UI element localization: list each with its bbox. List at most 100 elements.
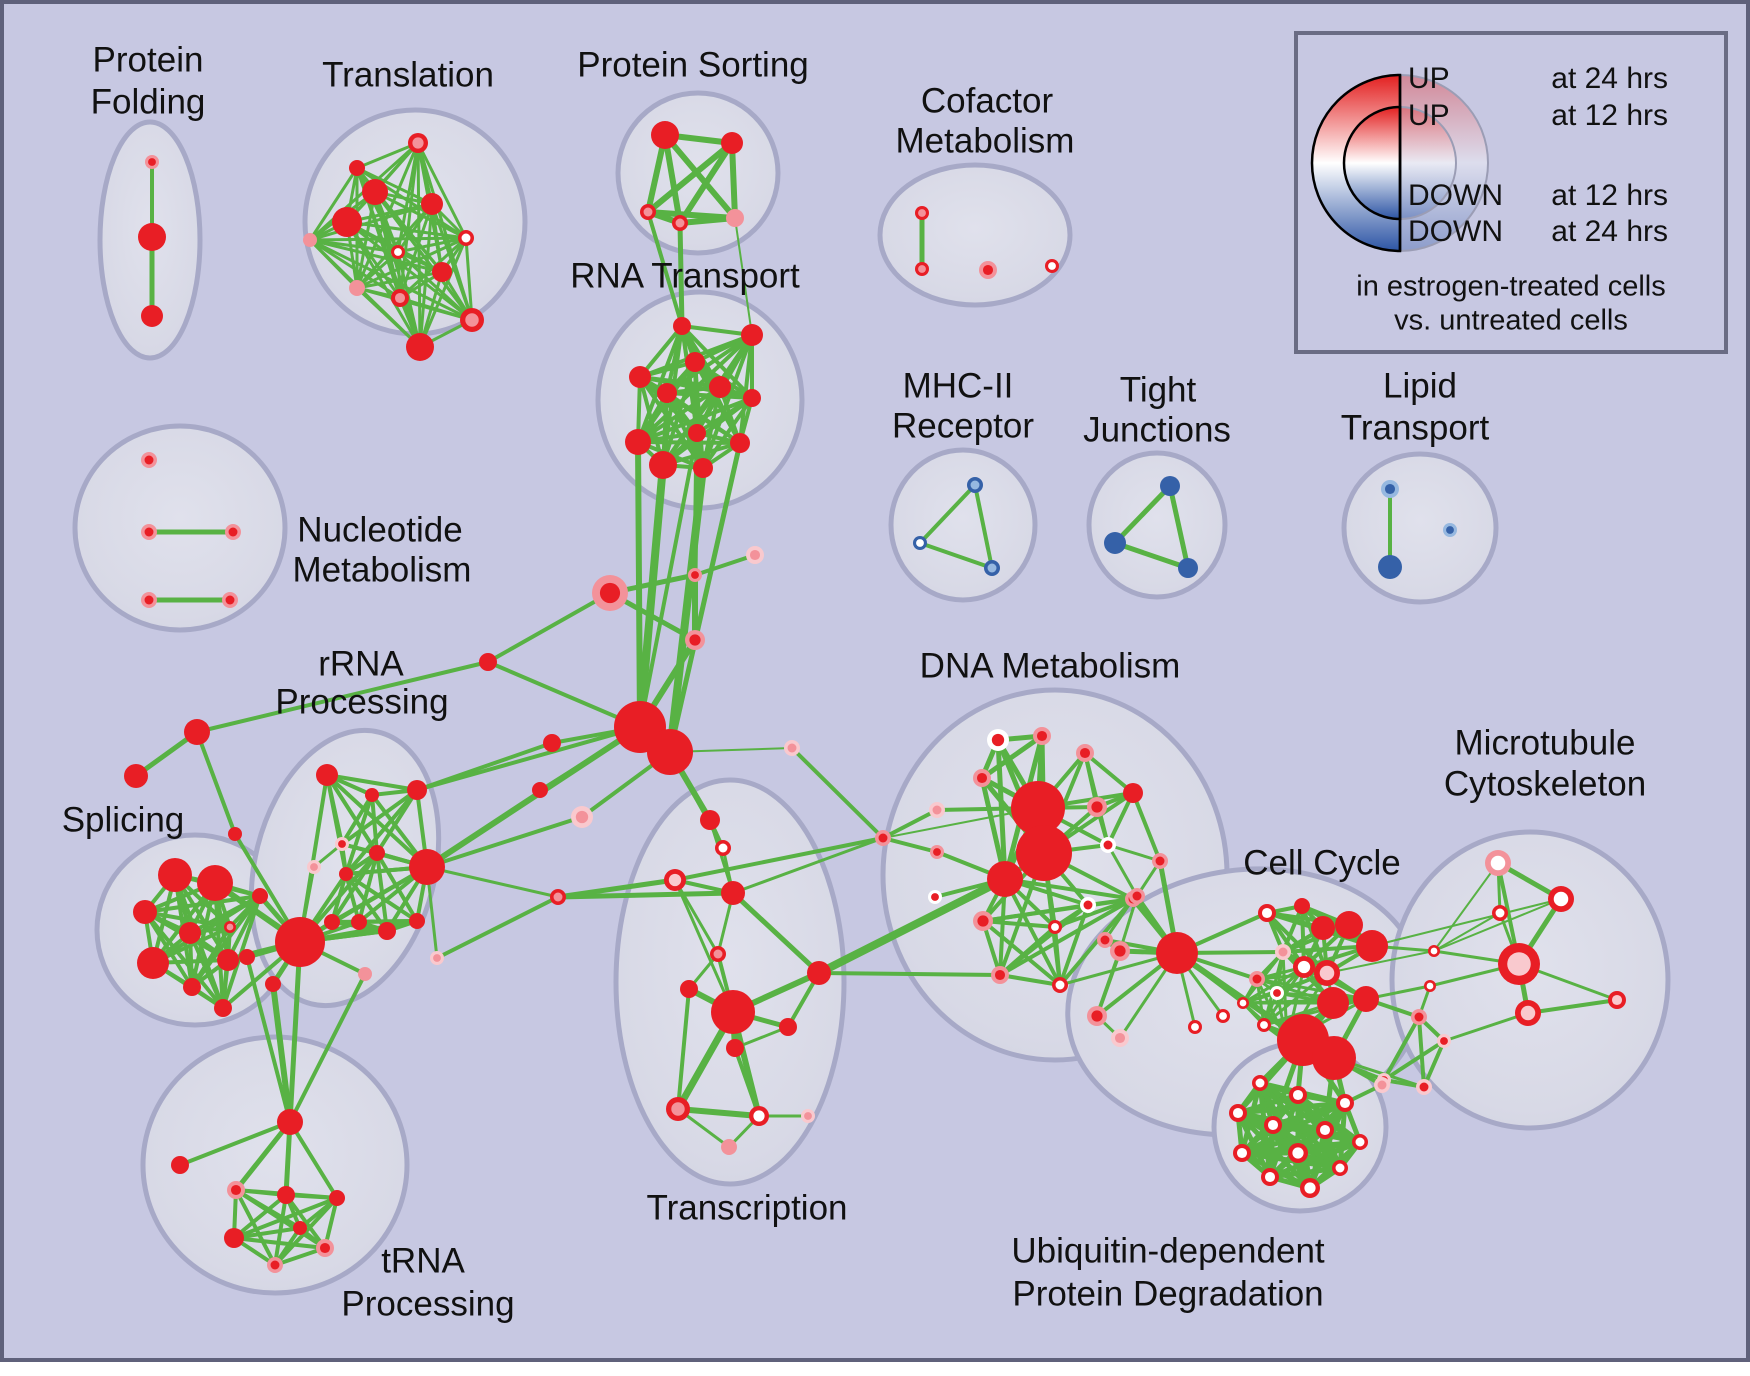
node-cc3 [1156, 932, 1198, 974]
network-edge [881, 836, 939, 854]
node-rt4 [629, 366, 651, 388]
node-rt12 [693, 458, 713, 478]
network-edge [1083, 751, 1135, 795]
label-trna-processing-line-2: Processing [341, 1284, 514, 1323]
node-lt3 [1446, 526, 1454, 534]
node-dn22 [1055, 980, 1065, 990]
network-edge [646, 210, 684, 328]
node-sg1 [184, 719, 210, 745]
node-sp5 [226, 923, 234, 931]
network-edge [233, 1119, 293, 1193]
node-rt7 [743, 389, 761, 407]
node-sp4 [179, 922, 201, 944]
network-edge [1255, 977, 1368, 1001]
network-edge [344, 793, 374, 876]
network-edge [692, 430, 700, 578]
legend-row-time-up24: at 24 hrs [1551, 62, 1668, 95]
node-ub7 [1355, 1137, 1365, 1147]
node-rt10 [730, 433, 750, 453]
network-edge [1526, 998, 1619, 1015]
label-cofactor-metabolism-line-1: Cofactor [921, 81, 1054, 120]
network-edge [425, 815, 584, 869]
network-edge [435, 895, 560, 960]
network-edge [918, 541, 994, 570]
node-tx4 [721, 881, 745, 905]
node-tl11 [406, 333, 434, 361]
network-edge [298, 773, 329, 944]
node-tl12 [303, 233, 317, 247]
label-lipid-transport-line-2: Transport [1341, 408, 1490, 447]
network-edge [325, 773, 419, 792]
network-edge [288, 972, 367, 1124]
network-edge [308, 238, 474, 322]
node-tn2 [171, 1156, 189, 1174]
network-edge [790, 746, 885, 840]
network-edge [667, 440, 743, 755]
network-edge [730, 890, 822, 976]
node-h2 [647, 729, 693, 775]
cluster-cofactor-metabolism-ellipse [877, 162, 1073, 308]
network-edge [733, 1046, 761, 1118]
node-c6 [532, 782, 548, 798]
node-tj2 [1104, 532, 1126, 554]
label-tight-junctions-line-1: Tight [1120, 370, 1197, 409]
network-edge [308, 238, 402, 300]
network-edge [636, 385, 722, 444]
network-edge [738, 333, 754, 445]
node-tx3 [668, 873, 682, 887]
network-edge [817, 971, 1002, 977]
node-cc21 [1260, 1021, 1268, 1029]
node-dn7 [1123, 783, 1143, 803]
node-dn19 [1051, 923, 1059, 931]
label-protein-sorting-line-1: Protein Sorting [577, 45, 809, 84]
node-cc11 [1335, 911, 1363, 939]
node-mt9 [1414, 1012, 1424, 1022]
network-edge [708, 818, 735, 895]
node-tl4 [332, 207, 362, 237]
network-edge [344, 872, 419, 923]
label-nucleotide-metabolism-line-2: Metabolism [293, 550, 472, 589]
network-edge [1239, 1127, 1328, 1156]
node-c1 [691, 571, 699, 579]
node-tx9 [779, 1018, 797, 1036]
network-edge [1442, 1011, 1530, 1043]
network-edge [1003, 877, 1135, 901]
node-rr14 [239, 949, 255, 965]
node-tl10 [465, 313, 479, 327]
network-edge [416, 141, 468, 240]
node-ps1 [651, 121, 679, 149]
node-ub12 [1304, 1182, 1316, 1194]
network-edge [232, 1193, 288, 1240]
network-edge [1103, 897, 1135, 942]
network-edge [677, 215, 738, 226]
node-tj1 [1160, 476, 1180, 496]
node-cc19 [1353, 986, 1379, 1012]
network-edge [151, 894, 262, 965]
node-c4 [599, 582, 621, 604]
cluster-tight-junctions-ellipse [1086, 450, 1228, 600]
node-tx2 [718, 843, 728, 853]
network-edge [344, 872, 361, 924]
node-cn2 [479, 653, 497, 671]
label-rrna-processing-line-2: Processing [275, 682, 448, 721]
legend-row-label-down24: DOWN [1408, 215, 1503, 248]
label-protein-folding-line-2: Folding [91, 82, 206, 121]
node-tn1 [277, 1109, 303, 1135]
node-cc15 [1252, 974, 1262, 984]
node-tl6 [394, 248, 402, 256]
node-ub2 [1292, 1089, 1304, 1101]
label-tight-junctions-line-2: Junctions [1083, 410, 1231, 449]
node-nm3 [228, 527, 238, 537]
network-edge [355, 141, 420, 290]
node-tl13 [349, 160, 365, 176]
network-edge [287, 939, 303, 1125]
network-edge [1382, 1015, 1421, 1082]
node-cn3 [787, 743, 797, 753]
legend-row-label-up24: UP [1408, 62, 1450, 95]
cluster-lipid-transport-ellipse [1341, 451, 1499, 605]
node-cc9 [1294, 898, 1310, 914]
node-cc5 [1114, 1032, 1126, 1044]
node-ps2 [721, 132, 743, 154]
node-pf3 [141, 305, 163, 327]
network-edge [680, 324, 754, 337]
